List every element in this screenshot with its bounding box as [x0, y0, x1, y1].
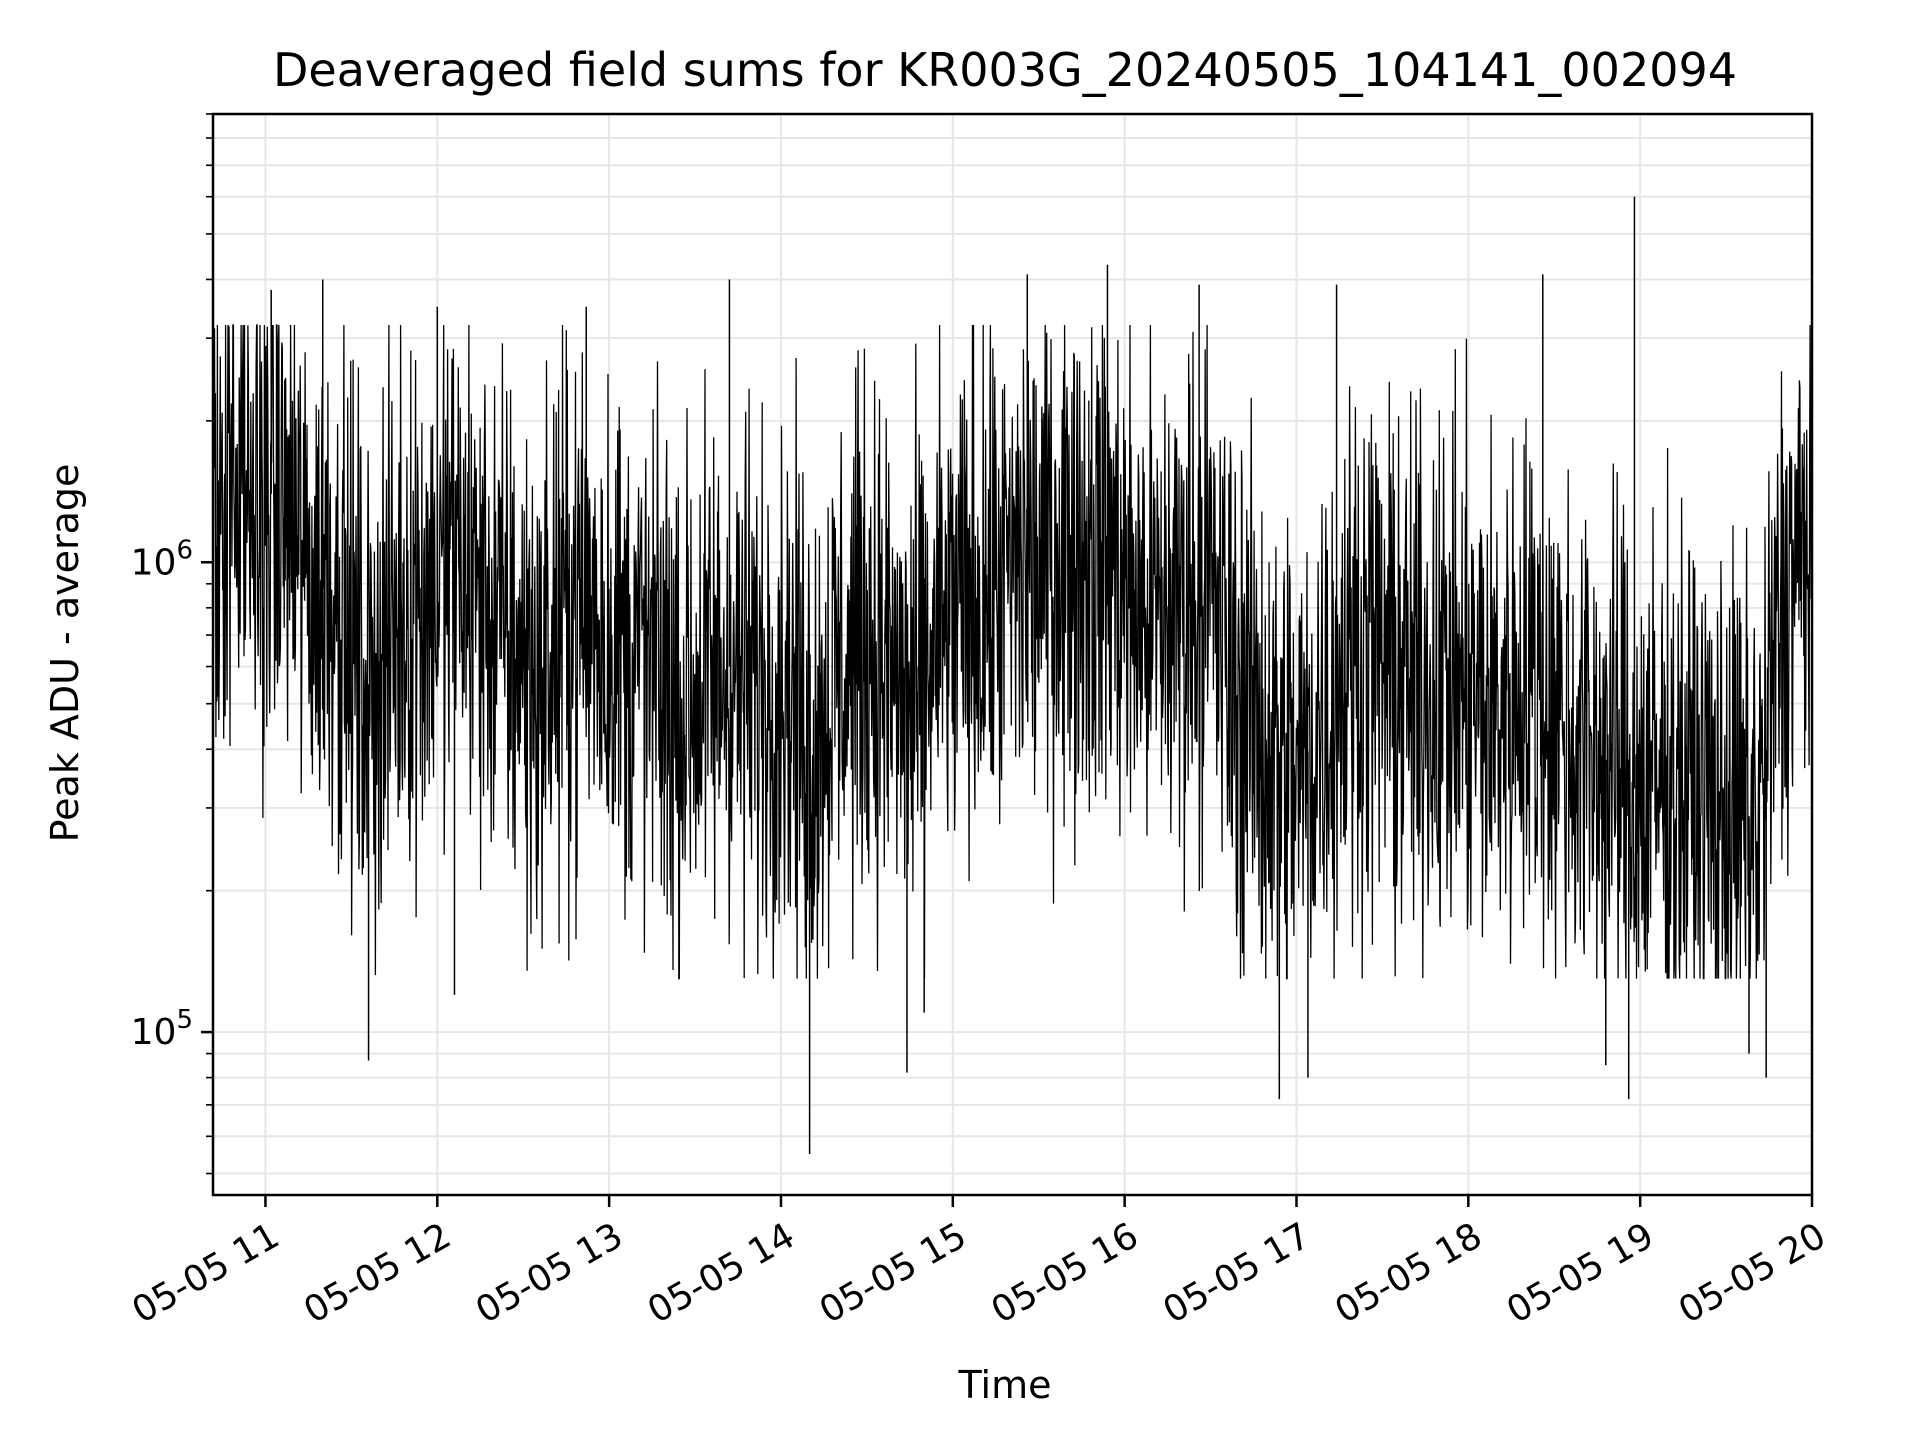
- y-axis-label: Peak ADU - average: [43, 464, 87, 843]
- x-tick-label: 05-05 11: [125, 1215, 286, 1331]
- x-tick-label: 05-05 13: [469, 1215, 630, 1331]
- y-tick-base: 10: [131, 1012, 177, 1053]
- chart-title: Deaveraged field sums for KR003G_2024050…: [273, 43, 1737, 97]
- y-tick-exponent: 6: [176, 535, 193, 565]
- x-tick-label: 05-05 20: [1672, 1215, 1833, 1331]
- y-tick-base: 10: [131, 542, 177, 583]
- x-tick-label: 05-05 12: [297, 1215, 458, 1331]
- plot-frame: [211, 112, 1814, 1197]
- x-tick-label: 05-05 18: [1328, 1215, 1489, 1331]
- y-tick-exponent: 5: [176, 1005, 193, 1035]
- x-tick-label: 05-05 15: [813, 1215, 974, 1331]
- y-tick-label: 106: [131, 535, 193, 583]
- data-line: [212, 324, 1813, 980]
- x-tick-label: 05-05 19: [1500, 1215, 1661, 1331]
- x-tick-label: 05-05 17: [1157, 1215, 1318, 1331]
- x-tick-label: 05-05 14: [641, 1215, 802, 1331]
- x-tick-label: 05-05 16: [985, 1215, 1146, 1331]
- data-series: [212, 196, 1813, 1155]
- y-tick-label: 105: [131, 1005, 193, 1053]
- x-axis-label: Time: [958, 1363, 1052, 1407]
